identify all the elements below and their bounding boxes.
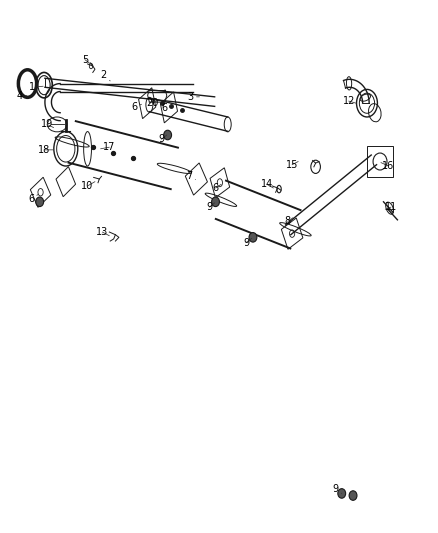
Text: 7: 7 [186, 172, 195, 181]
Text: 6: 6 [131, 102, 141, 112]
Text: 11: 11 [385, 202, 397, 212]
Text: 19: 19 [41, 119, 53, 130]
Text: 15: 15 [286, 160, 298, 169]
Text: 9: 9 [332, 484, 342, 494]
Text: 12: 12 [343, 96, 356, 106]
Text: 5: 5 [82, 55, 91, 64]
Text: 17: 17 [101, 142, 116, 152]
Text: 1: 1 [29, 82, 43, 92]
Text: 10: 10 [81, 181, 95, 191]
Text: 6: 6 [212, 183, 221, 193]
Ellipse shape [36, 197, 44, 207]
Text: 3: 3 [187, 92, 199, 102]
Text: 4: 4 [17, 91, 27, 101]
Text: 9: 9 [206, 202, 215, 212]
Ellipse shape [212, 197, 219, 207]
Text: 9: 9 [243, 238, 252, 248]
Text: 8: 8 [285, 216, 293, 227]
Text: 6: 6 [162, 103, 171, 114]
Text: 2: 2 [101, 70, 110, 81]
Ellipse shape [249, 232, 257, 242]
Text: 13: 13 [96, 227, 110, 237]
Text: 16: 16 [381, 161, 394, 171]
Text: 9: 9 [159, 134, 167, 144]
Text: 6: 6 [28, 193, 39, 204]
Text: 14: 14 [261, 179, 273, 189]
Ellipse shape [164, 130, 172, 140]
Ellipse shape [349, 491, 357, 500]
Text: 18: 18 [38, 145, 53, 155]
Text: 20: 20 [147, 98, 159, 108]
Ellipse shape [338, 489, 346, 498]
